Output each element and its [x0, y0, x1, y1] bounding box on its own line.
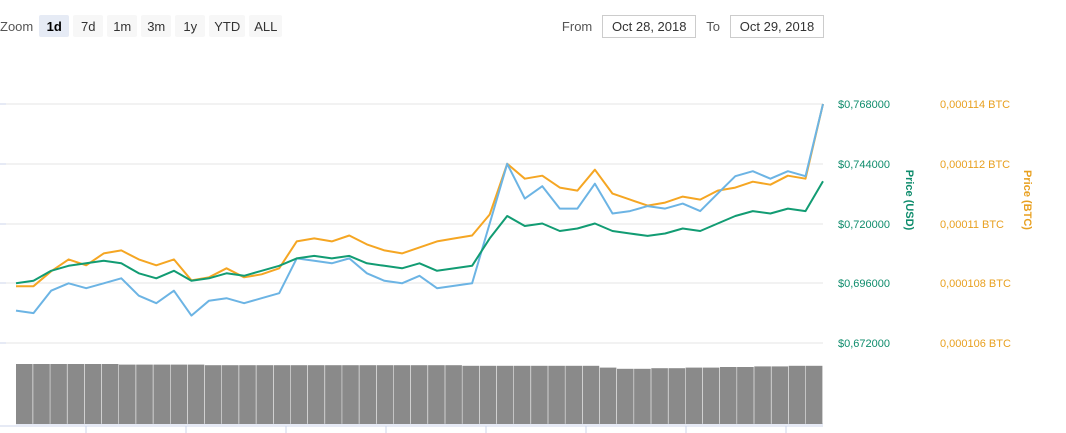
to-date-input[interactable]: Oct 29, 2018: [730, 14, 824, 38]
volume-bar: [67, 364, 85, 424]
volume-bar: [187, 364, 205, 424]
volume-bar: [513, 365, 531, 424]
volume-bar: [599, 367, 617, 424]
volume-bar: [410, 365, 428, 424]
volume-bar: [702, 367, 720, 424]
btc-tick-label: 0,000108 BTC: [940, 278, 1011, 290]
zoom-ytd-button[interactable]: YTD: [209, 15, 246, 37]
volume-bar: [771, 366, 789, 424]
volume-bar: [428, 365, 445, 424]
usd-tick-label: $0,720000: [838, 219, 890, 231]
volume-bar: [170, 364, 188, 424]
zoom-1y-button[interactable]: 1y: [175, 15, 206, 37]
usd-tick-label: $0,744000: [838, 159, 890, 171]
btc-axis-title: Price (BTC): [1021, 170, 1033, 230]
volume-bar: [376, 365, 394, 424]
btc-tick-label: 0,000114 BTC: [940, 99, 1010, 111]
volume-bar: [668, 368, 686, 424]
zoom-3m-button[interactable]: 3m: [141, 15, 172, 37]
volume-bar: [273, 365, 291, 424]
volume-bar: [33, 364, 50, 424]
date-range: From Oct 28, 2018 To Oct 29, 2018: [562, 14, 824, 38]
volume-bar: [50, 364, 67, 424]
volume-bar: [805, 365, 823, 424]
zoom-1d-button[interactable]: 1d: [39, 15, 70, 37]
series-line-2: [15, 180, 824, 285]
zoom-all-button[interactable]: ALL: [249, 15, 283, 37]
volume-bar: [720, 367, 737, 424]
to-label: To: [706, 18, 720, 34]
zoom-1m-button[interactable]: 1m: [107, 15, 138, 37]
btc-tick-label: 0,000112 BTC: [940, 159, 1010, 171]
volume-bar: [548, 365, 565, 424]
btc-tick-label: 0,000106 BTC: [940, 338, 1011, 350]
volume-bar: [685, 367, 703, 424]
volume-bar: [565, 365, 582, 424]
volume-bar: [462, 365, 479, 424]
zoom-label: Zoom: [0, 18, 34, 34]
volume-bar: [582, 365, 600, 424]
volume-bar: [101, 364, 119, 424]
volume-bar: [531, 365, 548, 424]
volume-bar: [290, 365, 308, 424]
volume-bar: [754, 366, 771, 424]
zoom-bar: Zoom 1d 7d 1m 3m 1y YTD ALL: [0, 14, 286, 38]
volume-bar: [16, 364, 33, 424]
usd-tick-label: $0,696000: [838, 278, 890, 290]
volume-bar: [136, 364, 153, 424]
from-label: From: [561, 18, 593, 34]
volume-bar: [445, 365, 462, 424]
usd-tick-label: $0,768000: [838, 99, 890, 111]
volume-bar: [119, 364, 136, 424]
volume-bar: [342, 365, 359, 424]
volume-bar: [617, 368, 634, 424]
volume-bar: [256, 365, 273, 424]
volume-bar: [359, 365, 376, 424]
volume-bar: [204, 365, 222, 424]
volume-bar: [307, 365, 325, 424]
series-line-1: [15, 103, 824, 317]
volume-bar: [479, 365, 497, 424]
usd-tick-label: $0,672000: [838, 338, 890, 350]
volume-bar: [788, 365, 806, 424]
usd-axis-title: Price (USD): [903, 170, 915, 231]
volume-bar: [84, 364, 102, 424]
volume-bar: [393, 365, 411, 424]
volume-bar: [651, 368, 668, 424]
volume-bar: [325, 365, 342, 424]
volume-bar: [239, 365, 256, 424]
volume-bar: [634, 368, 651, 424]
btc-tick-label: 0,00011 BTC: [940, 219, 1004, 231]
zoom-7d-button[interactable]: 7d: [73, 15, 104, 37]
volume-bar: [222, 365, 239, 424]
from-date-input[interactable]: Oct 28, 2018: [602, 14, 697, 38]
volume-bar: [153, 364, 170, 424]
series-line-0: [16, 103, 824, 288]
volume-bar: [496, 365, 514, 424]
volume-bar: [737, 367, 754, 424]
